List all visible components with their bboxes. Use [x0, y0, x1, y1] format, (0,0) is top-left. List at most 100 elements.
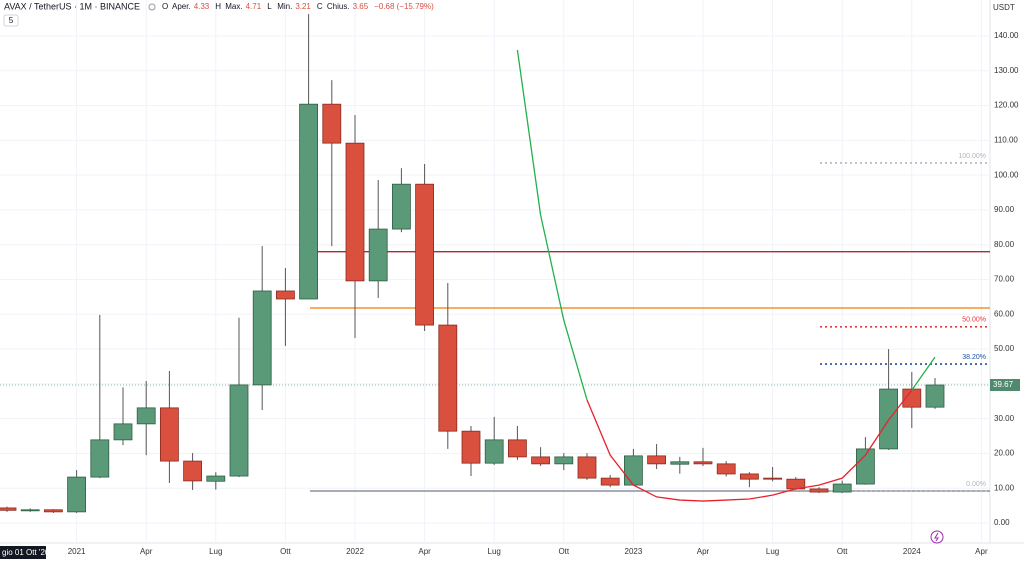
- y-tick-label: 90.00: [994, 205, 1015, 214]
- x-tick-label: Ott: [280, 547, 291, 556]
- y-tick-label: 30.00: [994, 414, 1015, 423]
- x-tick-label: Apr: [975, 547, 988, 556]
- x-tick-label: Ott: [558, 547, 569, 556]
- candle-body: [577, 456, 597, 479]
- candle-body: [461, 430, 481, 464]
- ohlc-value: 3.65: [353, 2, 369, 11]
- ohlc-key: L: [267, 2, 272, 11]
- candle-body: [554, 456, 574, 465]
- y-tick-label: 50.00: [994, 344, 1015, 353]
- candle-body: [624, 455, 643, 486]
- candle-body: [275, 290, 295, 300]
- ohlc-value: 4.71: [246, 2, 262, 11]
- candle-body: [484, 439, 504, 464]
- candle-body: [136, 407, 156, 425]
- candle-body: [44, 509, 63, 513]
- x-tick-label: Apr: [697, 547, 710, 556]
- x-tick-label: Ott: [837, 547, 848, 556]
- candle-body: [531, 456, 550, 465]
- change-label: −0.68 (−15.79%): [374, 2, 434, 11]
- y-tick-label: 130.00: [994, 66, 1019, 75]
- status-dot: [148, 3, 156, 11]
- candle-body: [113, 423, 133, 441]
- candle-body: [693, 461, 713, 465]
- y-tick-label: 120.00: [994, 101, 1019, 110]
- candle-body: [20, 509, 40, 512]
- ohlc-name: Max.: [225, 2, 242, 11]
- candle-body: [415, 183, 435, 326]
- candle-body: [299, 103, 319, 300]
- ohlc-value: 4.33: [194, 2, 210, 11]
- ohlc-key: C: [317, 2, 323, 11]
- candle-body: [507, 439, 527, 458]
- candle-body: [0, 507, 17, 511]
- fib-label: 100.00%: [958, 153, 986, 160]
- y-tick-label: 60.00: [994, 309, 1015, 318]
- last-price-tag: [990, 379, 1020, 392]
- crosshair-date-box: [0, 546, 46, 559]
- y-tick-label: 70.00: [994, 275, 1015, 284]
- candle-body: [345, 142, 365, 282]
- y-tick-label: 80.00: [994, 240, 1015, 249]
- symbol-title: AVAX / TetherUS · 1M · BINANCE: [4, 1, 140, 11]
- candle-body: [832, 483, 852, 493]
- candle-body: [438, 324, 458, 432]
- candle-body: [159, 407, 179, 462]
- candle-body: [206, 475, 226, 482]
- x-tick-label: 2021: [68, 547, 86, 556]
- crosshair-date: gio 01 Ott '20: [2, 548, 50, 557]
- event-icon[interactable]: [930, 530, 944, 544]
- last-price-label: 39.67: [993, 380, 1014, 389]
- candle-body: [716, 463, 736, 475]
- y-tick-label: 20.00: [994, 449, 1015, 458]
- y-tick-label: 10.00: [994, 483, 1015, 492]
- x-tick-label: Lug: [766, 547, 779, 556]
- candle-body: [90, 439, 110, 478]
- ohlc-name: Aper.: [172, 2, 191, 11]
- candle-body: [763, 477, 782, 480]
- fib-label: 38.20%: [962, 354, 986, 361]
- ohlc-value: 3.21: [295, 2, 311, 11]
- y-tick-label: 100.00: [994, 170, 1019, 179]
- indicator-line: [586, 389, 913, 502]
- x-tick-label: 2023: [625, 547, 643, 556]
- candle-body: [647, 455, 666, 465]
- x-tick-label: Lug: [488, 547, 501, 556]
- ohlc-key: H: [215, 2, 221, 11]
- x-tick-label: 2024: [903, 547, 921, 556]
- y-tick-label: 0.00: [994, 518, 1010, 527]
- currency[interactable]: USDT: [993, 3, 1015, 12]
- candle-body: [809, 488, 829, 493]
- ohlc-name: Min.: [277, 2, 292, 11]
- candle-body: [391, 183, 411, 230]
- x-tick-label: 2022: [346, 547, 364, 556]
- indicator-box[interactable]: [3, 14, 19, 27]
- y-tick-label: 110.00: [994, 135, 1018, 144]
- x-tick-label: Lug: [209, 547, 222, 556]
- indicator-line: [516, 49, 936, 401]
- header: AVAX / TetherUS · 1M · BINANCE O Aper. 4.3…: [4, 1, 434, 11]
- fib-label: 50.00%: [962, 317, 986, 324]
- ohlc-key: O: [162, 2, 168, 11]
- candle-body: [740, 473, 759, 480]
- candle-body: [252, 290, 272, 386]
- candle-body: [229, 384, 249, 477]
- y-tick-label: 140.00: [994, 31, 1019, 40]
- candle-body: [925, 384, 945, 408]
- fib-label: 0.00%: [966, 481, 986, 488]
- x-tick-label: Apr: [418, 547, 431, 556]
- candle-body: [183, 460, 203, 482]
- candle-body: [67, 476, 86, 513]
- candle-body: [856, 448, 875, 485]
- candle-body: [670, 461, 690, 465]
- ohlc-name: Chius.: [327, 2, 350, 11]
- candle-body: [368, 228, 388, 282]
- event-bolt: [934, 532, 939, 542]
- candle-body: [322, 103, 342, 144]
- x-tick-label: Apr: [140, 547, 153, 556]
- plot: 100.00% 50.00% 38.20% 0.00%: [0, 14, 990, 513]
- candle-body: [600, 477, 620, 486]
- indicator-count[interactable]: 5: [9, 16, 14, 25]
